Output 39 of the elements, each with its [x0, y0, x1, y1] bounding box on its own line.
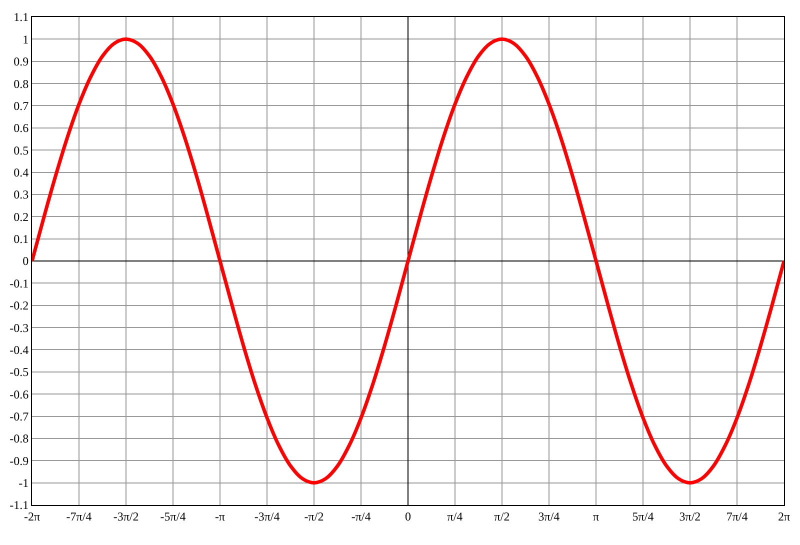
x-tick-label: π — [593, 509, 600, 524]
y-tick-label: 0.8 — [14, 76, 29, 91]
line-series — [32, 37, 784, 485]
y-tick-label: -0.6 — [10, 387, 29, 402]
y-tick-label: -0.4 — [10, 342, 29, 357]
x-tick-label: π/2 — [494, 509, 510, 524]
y-tick-label: -0.1 — [10, 276, 29, 290]
y-tick-label: 0.1 — [14, 232, 29, 246]
y-tick-label: 0.4 — [14, 165, 29, 180]
x-tick-label: -π/4 — [351, 509, 371, 524]
y-tick-label: -1 — [18, 476, 29, 490]
x-tick-label: π/4 — [447, 509, 463, 524]
y-tick-label: -0.3 — [10, 320, 29, 335]
x-tick-label: 2π — [778, 509, 790, 524]
y-tick-label: 0.5 — [14, 143, 29, 158]
x-tick-label: -π — [214, 509, 225, 524]
x-tick-label: -3π/4 — [254, 509, 280, 524]
y-tick-label: 0.9 — [14, 54, 29, 69]
x-tick-label: -π/2 — [304, 509, 324, 524]
y-tick-label: -0.7 — [10, 409, 29, 424]
y-tick-label: 0.7 — [14, 98, 29, 113]
y-tick-label: -0.5 — [10, 365, 29, 380]
x-tick-label: -3π/2 — [113, 509, 139, 524]
y-tick-label: 1 — [22, 32, 29, 46]
y-tick-label: 0.6 — [14, 121, 29, 136]
y-tick-label: -0.9 — [10, 454, 29, 468]
y-tick-label: 0 — [22, 254, 29, 268]
x-tick-label: 7π/4 — [726, 509, 748, 524]
y-tick-label: -0.8 — [10, 432, 29, 446]
x-tick-label: 3π/2 — [679, 509, 701, 524]
x-tick-label: 0 — [405, 509, 411, 524]
y-tick-label: 1.1 — [14, 10, 29, 24]
x-tick-label: 3π/4 — [538, 509, 560, 524]
y-tick-label: 0.2 — [14, 210, 29, 224]
x-tick-label: 5π/4 — [632, 509, 654, 524]
y-tick-label: 0.3 — [14, 188, 29, 202]
x-tick-label: -5π/4 — [160, 509, 186, 524]
x-tick-label: -7π/4 — [66, 509, 92, 524]
y-tick-label: -0.2 — [10, 298, 29, 313]
